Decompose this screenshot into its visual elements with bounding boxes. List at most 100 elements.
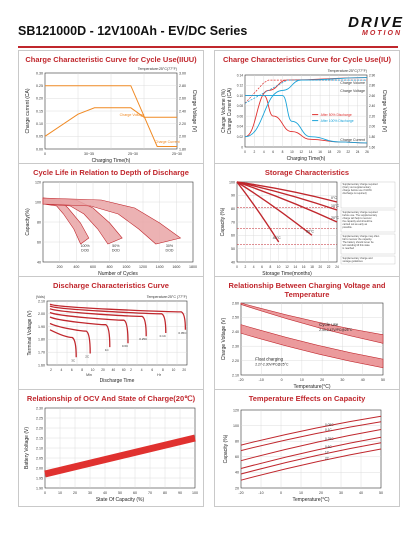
iu-y-right-tick-label: 1.80 bbox=[369, 135, 375, 139]
storage-x-tick-label: 22 bbox=[327, 265, 331, 269]
storage-note-text: storage guidelines bbox=[343, 260, 364, 263]
ocv-x-tick-label: 20 bbox=[73, 491, 77, 495]
storage-note-box bbox=[340, 209, 396, 233]
cyclelife-band-label: DOD bbox=[166, 249, 174, 253]
ocv-y-tick-label: 2.20 bbox=[36, 426, 43, 430]
iu-legend-label: After 50% Discharge bbox=[321, 113, 352, 117]
discharge-x-unit-hr: Hr bbox=[157, 373, 162, 377]
chart-discharge: Temperature:25°C (77°F) (Vols) 1.60 1.70 1.8… bbox=[27, 295, 188, 384]
storage-x-tick-label: 2 bbox=[244, 265, 246, 269]
iu-x-tick-label: 20 bbox=[337, 150, 341, 154]
iu-y-axis-label: Charge Current (CA) bbox=[227, 88, 233, 134]
tempcap-x-tick-label: 20 bbox=[319, 491, 323, 495]
chart-cyclelife: 200 400 600 800 1000 1200 1400 1600 1800 40 60 80 10… bbox=[25, 180, 197, 277]
cyclelife-x-axis-label: Number of Cycles bbox=[98, 271, 138, 277]
discharge-series-line bbox=[49, 305, 167, 334]
iu-y-tick-label: 0.12 bbox=[237, 84, 243, 88]
iu-x-tick-label: 24 bbox=[356, 150, 360, 154]
tempcap-series-line bbox=[240, 429, 382, 462]
storage-note-text: before use. The supplementary bbox=[343, 214, 378, 217]
storage-x-tick-label: 18 bbox=[310, 265, 314, 269]
storage-series-line bbox=[236, 181, 280, 243]
discharge-x-tick-label: 10 bbox=[91, 368, 95, 372]
storage-note-box bbox=[340, 233, 396, 255]
ocv-x-tick-label: 30 bbox=[88, 491, 92, 495]
relvoltage-y-axis-label: Charge Voltage (V) bbox=[221, 317, 227, 360]
ocv-y-tick-label: 1.90 bbox=[36, 486, 43, 490]
ocv-x-tick-label: 10 bbox=[58, 491, 62, 495]
tempcap-series-line bbox=[240, 436, 382, 469]
storage-note-text: Supplementary charge may often bbox=[343, 235, 380, 238]
discharge-x-tick-label: 2 bbox=[50, 368, 52, 372]
cyclelife-y-tick-label: 80 bbox=[37, 220, 41, 224]
relvoltage-y-tick-label: 2.50 bbox=[232, 316, 239, 320]
iiuu-y-right-tick-label: 2.40 bbox=[179, 109, 186, 113]
storage-note-box bbox=[340, 181, 396, 209]
storage-y-tick-label: 100 bbox=[229, 180, 235, 184]
iiuu-x-tick-label: 25~30 bbox=[172, 152, 182, 156]
ocv-y-axis-label: Battery Voltage (V) bbox=[24, 427, 30, 469]
iiuu-y-right-tick-label: 2.60 bbox=[179, 97, 186, 101]
iu-y-tick-label: 0.14 bbox=[237, 73, 243, 77]
tempcap-y-tick-label: 20 bbox=[235, 486, 239, 490]
iu-x-tick-label: 18 bbox=[328, 150, 332, 154]
storage-x-tick-label: 20 bbox=[319, 265, 323, 269]
discharge-series-line bbox=[49, 316, 111, 348]
iu-plot-area bbox=[244, 74, 368, 148]
iu-subtitle: Temperature:25°C(77°F) bbox=[328, 69, 367, 73]
iiuu-y-tick-label: 0.15 bbox=[36, 109, 43, 113]
relvoltage-label-cycle-range: 2.43-2.47V/PC@25°C bbox=[319, 328, 353, 332]
tempcap-series-label: 0.05C bbox=[325, 423, 334, 427]
discharge-x-unit-min: Min bbox=[86, 373, 92, 377]
tempcap-x-tick-label: 30 bbox=[339, 491, 343, 495]
iiuu-y-tick-label: 0.25 bbox=[36, 84, 43, 88]
ocv-series-line bbox=[44, 434, 196, 478]
cyclelife-x-tick-label: 600 bbox=[90, 265, 96, 269]
iu-y-right-tick-label: 1.60 bbox=[369, 145, 375, 149]
tempcap-x-tick-label: 40 bbox=[359, 491, 363, 495]
storage-series-label: 10°C bbox=[331, 204, 339, 208]
storage-series-label: 20°C bbox=[331, 216, 339, 220]
iiuu-y-tick-label: 0.10 bbox=[36, 122, 43, 126]
ocv-y-tick-label: 2.10 bbox=[36, 446, 43, 450]
storage-series-label: 30°C bbox=[306, 229, 314, 233]
storage-series-line bbox=[236, 181, 338, 223]
storage-series-label: 40°C bbox=[273, 236, 281, 240]
relvoltage-band-0 bbox=[240, 302, 384, 344]
ocv-x-tick-label: 80 bbox=[163, 491, 167, 495]
tempcap-x-tick-label: 50 bbox=[379, 491, 383, 495]
iu-y-tick-label: 0.10 bbox=[237, 94, 243, 98]
iiuu-y-right-axis-label: Charge Voltage (V) bbox=[191, 90, 197, 133]
page-title: SB121000D - 12V100Ah - EV/DC Series bbox=[18, 24, 248, 38]
cyclelife-y-tick-label: 40 bbox=[37, 260, 41, 264]
chart-title-cyclelife: Cycle Life in Relation to Depth of Disch… bbox=[33, 168, 189, 177]
iu-y-right-tick-label: 2.90 bbox=[369, 73, 375, 77]
cyclelife-band-label: DOD bbox=[112, 249, 120, 253]
tempcap-y-tick-label: 60 bbox=[235, 455, 239, 459]
discharge-y-unit: (Vols) bbox=[36, 295, 45, 299]
ocv-x-tick-label: 50 bbox=[118, 491, 122, 495]
cyclelife-band-label: 100% bbox=[81, 244, 91, 248]
tempcap-y-tick-label: 80 bbox=[235, 440, 239, 444]
cyclelife-y-tick-label: 120 bbox=[35, 180, 41, 184]
iu-x-axis-label: Charging Time(h) bbox=[287, 156, 326, 162]
iiuu-y-right-tick-label: 2.80 bbox=[179, 84, 186, 88]
storage-note-text: (Carry out supplementary bbox=[343, 186, 372, 189]
ocv-x-tick-label: 100 bbox=[192, 491, 198, 495]
chart-title-tempcap: Temperature Effects on Capacity bbox=[248, 394, 366, 403]
tempcap-y-axis-label: Capacity (%) bbox=[223, 434, 229, 463]
iiuu-y-axis-label: Charge current (CA) bbox=[25, 88, 31, 133]
chart-storage: 0 2 4 6 8 10 12 14 16 18 20 22 24405060708090100Stor… bbox=[220, 180, 396, 277]
cyclelife-x-tick-label: 1200 bbox=[139, 265, 147, 269]
iu-x-tick-label: 6 bbox=[272, 150, 274, 154]
discharge-x-tick-label: 2 bbox=[130, 368, 132, 372]
chart-panel-cyclelife: Cycle Life in Relation to Depth of Disch… bbox=[18, 163, 204, 281]
ocv-x-tick-label: 70 bbox=[148, 491, 152, 495]
storage-y-tick-label: 70 bbox=[231, 220, 235, 224]
iu-series-voltage-0 bbox=[244, 79, 367, 104]
iiuu-x-tick-label: 30~35 bbox=[84, 152, 94, 156]
tempcap-series-line bbox=[240, 442, 382, 475]
iu-x-tick-label: 12 bbox=[300, 150, 304, 154]
cyclelife-x-tick-label: 200 bbox=[57, 265, 63, 269]
storage-note-text: the capacity and should be bbox=[343, 220, 373, 223]
